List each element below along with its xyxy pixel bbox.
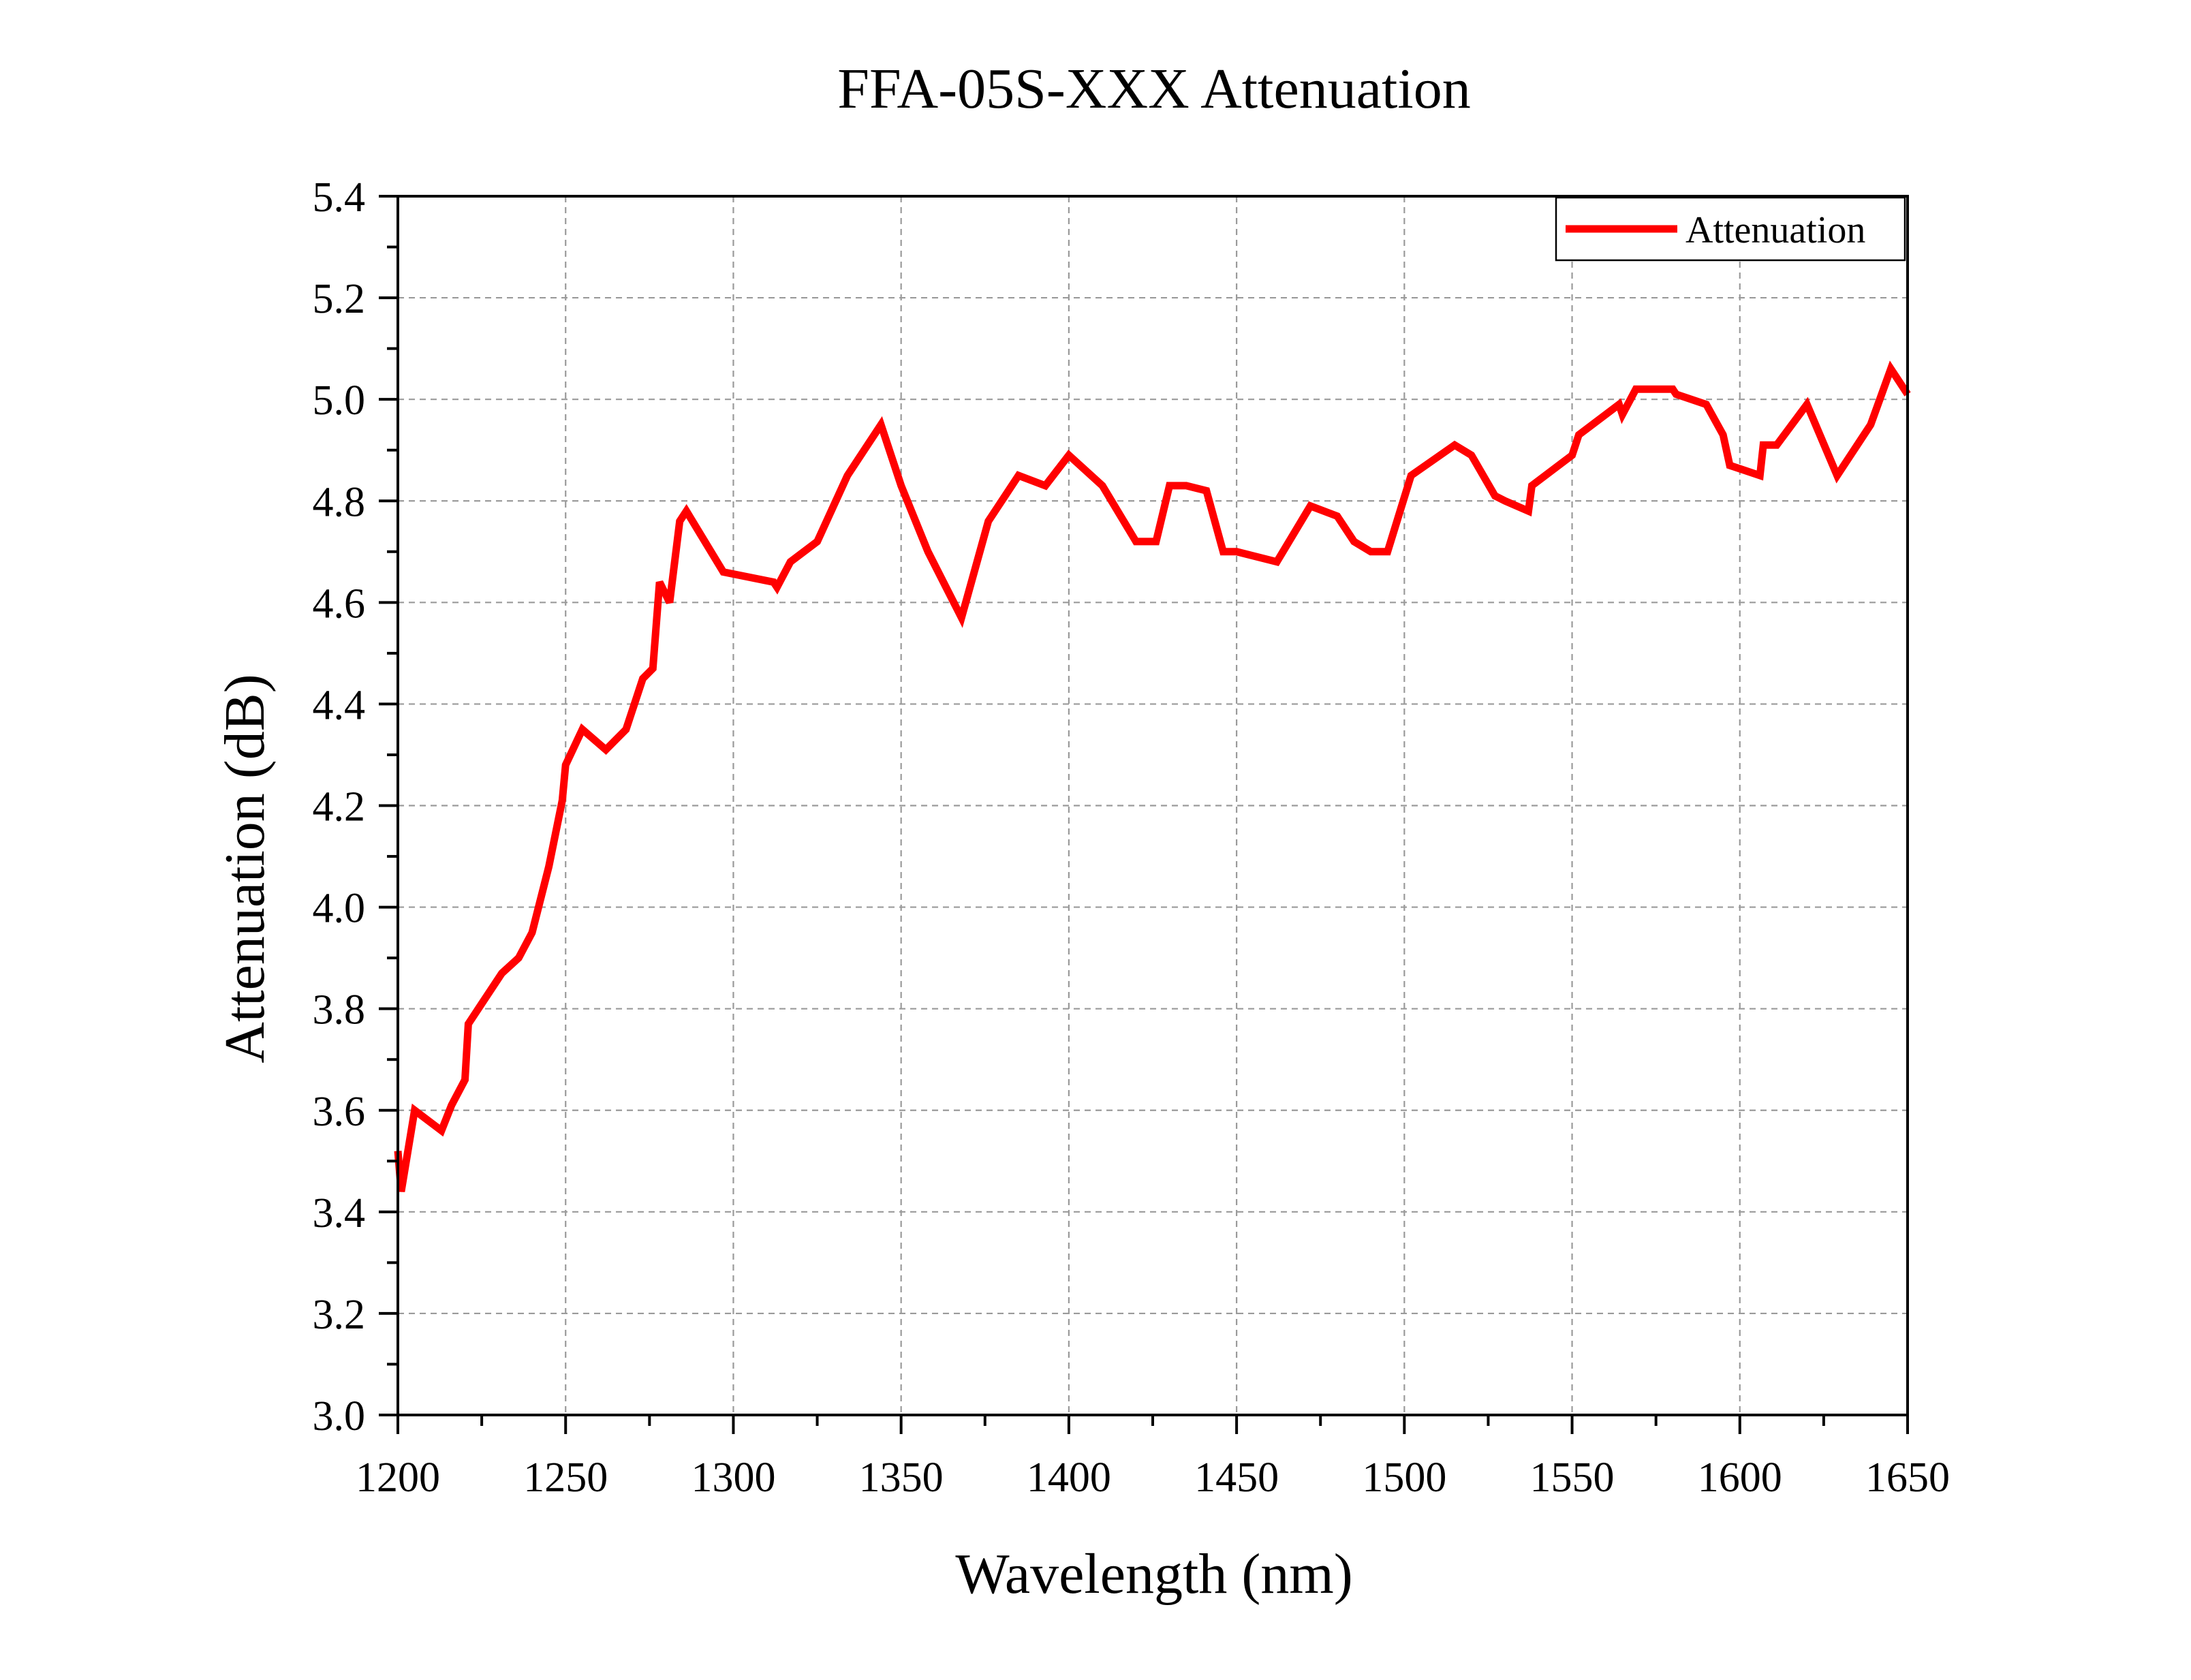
x-axis-label: Wavelength (nm) xyxy=(955,1542,1352,1606)
x-tick-label: 1550 xyxy=(1530,1455,1615,1501)
chart-title: FFA-05S-XXX Attenuation xyxy=(837,57,1470,121)
y-tick-label: 4.8 xyxy=(313,479,366,525)
y-tick-label: 4.2 xyxy=(313,784,366,830)
grid xyxy=(398,196,1908,1415)
y-tick-label: 5.0 xyxy=(313,377,366,424)
y-axis-label: Attenuation (dB) xyxy=(213,674,277,1063)
y-tick-label: 3.0 xyxy=(313,1393,366,1440)
y-tick-label: 5.2 xyxy=(313,276,366,322)
y-tick-label: 5.4 xyxy=(313,174,366,221)
x-tick-label: 1600 xyxy=(1698,1455,1782,1501)
legend-entry-label: Attenuation xyxy=(1685,209,1865,251)
series-line-attenuation xyxy=(394,360,1911,1192)
x-tick-label: 1450 xyxy=(1194,1455,1279,1501)
y-tick-label: 4.4 xyxy=(313,682,366,728)
y-tick-label: 4.0 xyxy=(313,886,366,932)
y-tick-label: 3.4 xyxy=(313,1190,366,1236)
x-tick-label: 1500 xyxy=(1362,1455,1446,1501)
series-layer xyxy=(394,360,1911,1192)
x-tick-label: 1300 xyxy=(691,1455,775,1501)
y-tick-label: 3.6 xyxy=(313,1089,366,1135)
x-tick-label: 1200 xyxy=(356,1455,440,1501)
x-tick-label: 1350 xyxy=(859,1455,944,1501)
legend: Attenuation xyxy=(1555,196,1906,262)
y-tick-label: 4.6 xyxy=(313,580,366,627)
y-tick-label: 3.2 xyxy=(313,1292,366,1338)
y-axis: 3.0 3.2 3.4 3.6 3.8 4.0 4.2 4.4 4.6 4.8 5.0 5.2 5.4 xyxy=(313,174,398,1440)
x-axis: 1200 1250 1300 1350 1400 1450 1500 1550 1600 1650 xyxy=(356,1415,1950,1501)
y-tick-label: 3.8 xyxy=(313,987,366,1033)
x-tick-label: 1400 xyxy=(1027,1455,1111,1501)
x-tick-label: 1650 xyxy=(1865,1455,1950,1501)
x-tick-label: 1250 xyxy=(523,1455,608,1501)
